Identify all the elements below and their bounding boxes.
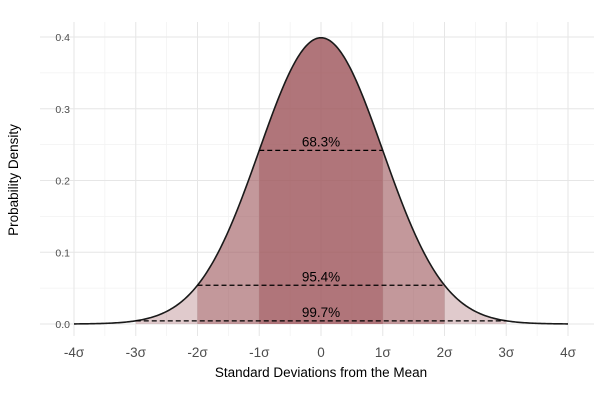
x-tick-label: -2σ <box>187 345 208 360</box>
x-tick-label: -1σ <box>249 345 270 360</box>
y-tick-label: 0.0 <box>55 319 70 331</box>
x-tick-label: 4σ <box>560 345 577 360</box>
region-label-954: 95.4% <box>302 269 340 284</box>
y-tick-label: 0.3 <box>55 104 70 116</box>
region-683-area <box>259 37 383 324</box>
y-axis-title: Probability Density <box>6 124 21 236</box>
region-label-683: 68.3% <box>302 134 340 149</box>
x-tick-label: 0 <box>317 345 325 360</box>
x-tick-label: 1σ <box>375 345 392 360</box>
x-axis-title: Standard Deviations from the Mean <box>215 365 427 380</box>
shaded-regions <box>135 37 507 324</box>
y-tick-label: 0.2 <box>55 176 70 188</box>
region-labels: 99.7% 95.4% 68.3% <box>302 134 340 319</box>
region-label-997: 99.7% <box>302 305 340 320</box>
x-tick-label: -3σ <box>126 345 147 360</box>
y-tick-labels: 0.0 0.1 0.2 0.3 0.4 <box>55 32 70 331</box>
x-tick-labels: -4σ -3σ -2σ -1σ 0 1σ 2σ 3σ 4σ <box>64 345 577 360</box>
density-curve-group <box>73 36 569 325</box>
y-tick-label: 0.4 <box>55 32 70 44</box>
x-tick-label: 2σ <box>437 345 454 360</box>
x-tick-label: -4σ <box>64 345 85 360</box>
x-tick-label: 3σ <box>498 345 515 360</box>
dashed-lines <box>135 149 507 322</box>
density-curve <box>73 36 569 325</box>
y-tick-label: 0.1 <box>55 247 70 259</box>
